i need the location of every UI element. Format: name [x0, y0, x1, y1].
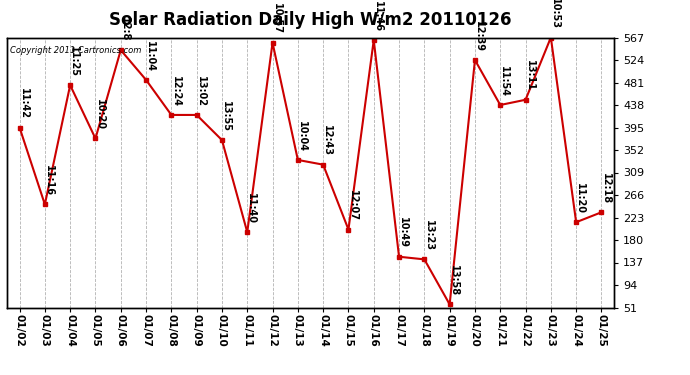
Text: 11:04: 11:04 — [145, 40, 155, 72]
Text: 12:07: 12:07 — [348, 190, 357, 221]
Text: 10:53: 10:53 — [550, 0, 560, 29]
Text: 11:42: 11:42 — [19, 88, 29, 119]
Text: 11:20: 11:20 — [575, 183, 585, 214]
Text: 10:49: 10:49 — [398, 217, 408, 248]
Text: 10:57: 10:57 — [272, 3, 282, 34]
Text: 11:16: 11:16 — [44, 165, 54, 196]
Text: 13:58: 13:58 — [448, 265, 459, 296]
Text: 13:11: 13:11 — [524, 60, 535, 92]
Text: 10:20: 10:20 — [95, 99, 105, 130]
Text: 12:18: 12:18 — [600, 173, 611, 204]
Text: 12:8: 12:8 — [120, 17, 130, 42]
Text: 13:55: 13:55 — [221, 101, 231, 132]
Text: Solar Radiation Daily High W/m2 20110126: Solar Radiation Daily High W/m2 20110126 — [109, 11, 512, 29]
Text: 10:04: 10:04 — [297, 121, 307, 152]
Text: 11:54: 11:54 — [500, 66, 509, 97]
Text: 11:46: 11:46 — [373, 1, 383, 32]
Text: 11:25: 11:25 — [69, 46, 79, 77]
Text: 11:40: 11:40 — [246, 193, 257, 224]
Text: 12:24: 12:24 — [170, 76, 181, 106]
Text: 12:39: 12:39 — [474, 21, 484, 52]
Text: 13:02: 13:02 — [196, 76, 206, 106]
Text: 13:23: 13:23 — [424, 220, 433, 251]
Text: 12:43: 12:43 — [322, 125, 333, 156]
Text: Copyright 2011 Cartronics.com: Copyright 2011 Cartronics.com — [10, 46, 141, 55]
